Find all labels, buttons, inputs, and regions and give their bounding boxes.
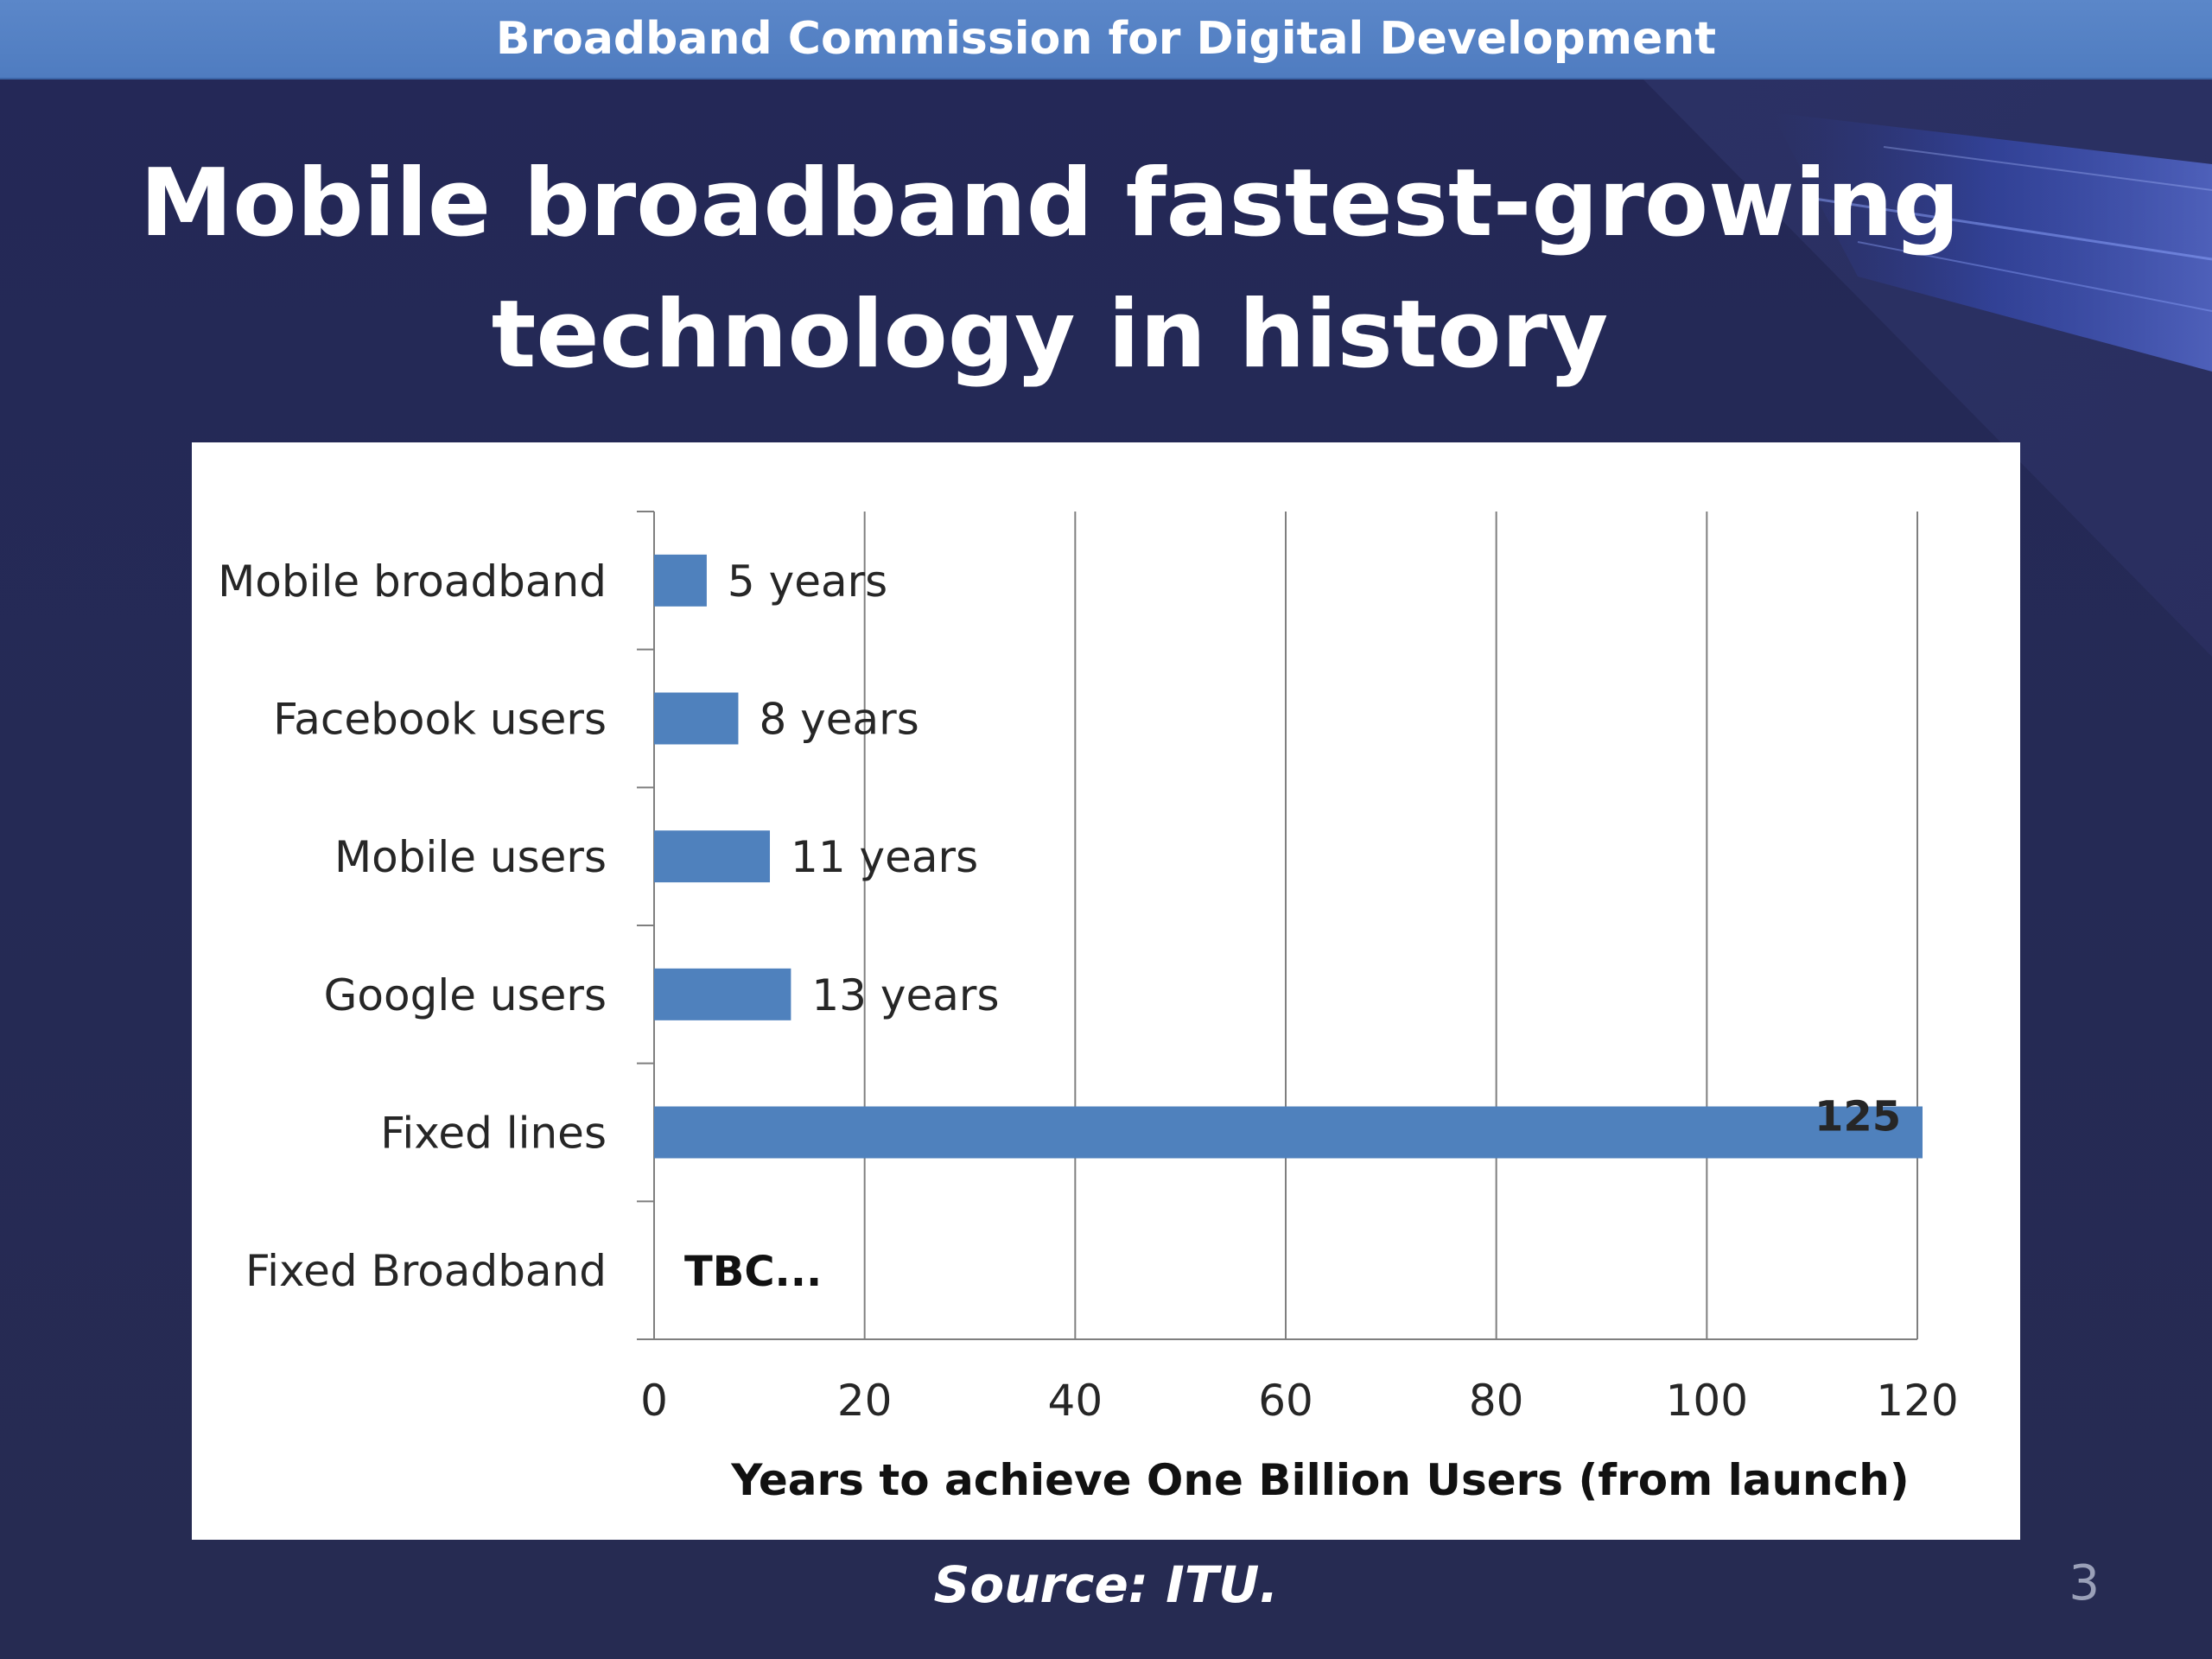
data-label: 8 years xyxy=(759,695,918,745)
y-tick-label: Mobile users xyxy=(334,832,607,882)
bar xyxy=(654,968,791,1020)
y-tick-label: Fixed lines xyxy=(380,1109,607,1159)
header-title: Broadband Commission for Digital Develop… xyxy=(495,13,1717,65)
decor-glow xyxy=(1771,112,2212,372)
x-tick-label: 120 xyxy=(1876,1376,1958,1426)
x-tick-label: 40 xyxy=(1048,1376,1103,1426)
header-bar: Broadband Commission for Digital Develop… xyxy=(0,0,2212,79)
decor-streak xyxy=(1857,241,2212,312)
y-tick-label: Fixed Broadband xyxy=(245,1246,607,1296)
x-tick-label: 80 xyxy=(1469,1376,1524,1426)
slide-title: Mobile broadband fastest-growing technol… xyxy=(0,138,2100,401)
x-tick-label: 0 xyxy=(640,1376,668,1426)
decor-streak xyxy=(1814,197,2212,261)
y-tick-label: Mobile broadband xyxy=(218,556,607,607)
data-label: 11 years xyxy=(791,832,978,882)
slide-title-line-2: technology in history xyxy=(491,281,1609,389)
data-label: TBC... xyxy=(684,1248,822,1296)
data-label: 125 xyxy=(1815,1093,1901,1141)
decor-streak xyxy=(1883,146,2212,191)
x-axis-title: Years to achieve One Billion Users (from… xyxy=(730,1455,1910,1505)
data-label: 5 years xyxy=(728,556,887,607)
page-number: 3 xyxy=(2069,1555,2100,1611)
bar xyxy=(654,692,739,745)
y-tick-label: Facebook users xyxy=(273,695,607,745)
bar xyxy=(654,830,771,883)
bar-chart: Mobile broadband 5 years Facebook users 8 y… xyxy=(218,511,1959,1505)
bar xyxy=(654,554,707,607)
source-note: Source: ITU. xyxy=(933,1555,1279,1614)
x-tick-label: 100 xyxy=(1666,1376,1748,1426)
chart-panel: Mobile broadband 5 years Facebook users 8 y… xyxy=(192,442,2020,1540)
x-tick-label: 20 xyxy=(837,1376,893,1426)
data-label: 13 years xyxy=(811,970,999,1020)
slide-title-line-1: Mobile broadband fastest-growing xyxy=(139,149,1961,257)
bar xyxy=(654,1106,1923,1159)
y-tick-label: Google users xyxy=(324,970,607,1020)
x-tick-label: 60 xyxy=(1258,1376,1313,1426)
